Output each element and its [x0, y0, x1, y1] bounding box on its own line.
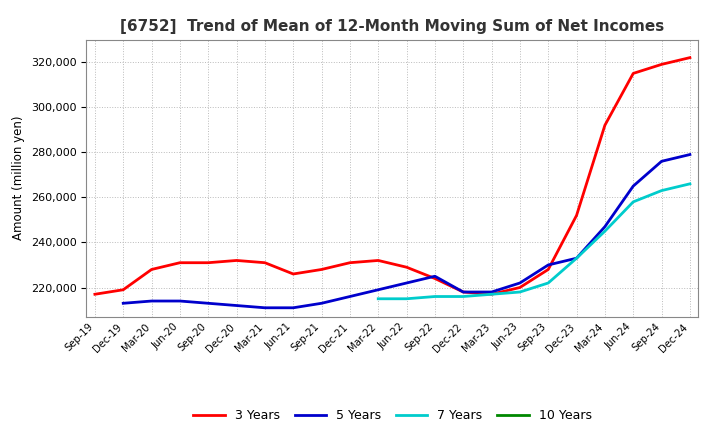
- Y-axis label: Amount (million yen): Amount (million yen): [12, 116, 25, 240]
- Legend: 3 Years, 5 Years, 7 Years, 10 Years: 3 Years, 5 Years, 7 Years, 10 Years: [188, 404, 597, 427]
- Title: [6752]  Trend of Mean of 12-Month Moving Sum of Net Incomes: [6752] Trend of Mean of 12-Month Moving …: [120, 19, 665, 34]
